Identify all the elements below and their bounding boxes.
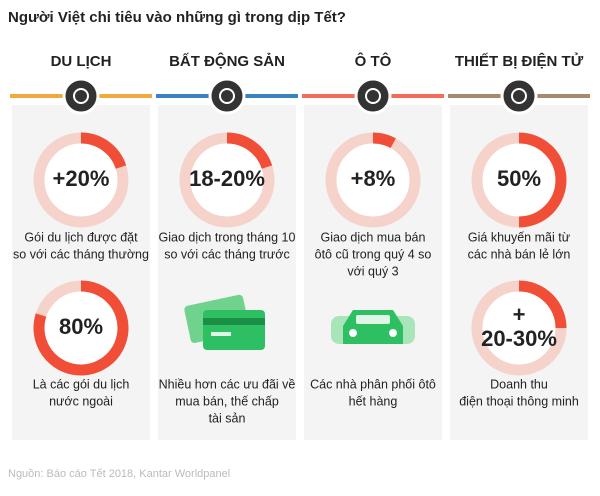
icon-glyph [365, 88, 381, 104]
item-caption: với quý 3 [347, 264, 398, 278]
column-heading: BẤT ĐỘNG SẢN [169, 52, 285, 70]
car-window [356, 315, 390, 324]
item-caption: nước ngoài [49, 394, 113, 408]
item-caption: tài sản [209, 411, 246, 425]
source: Nguồn: Báo cáo Tết 2018, Kantar Worldpan… [8, 468, 230, 480]
stat-value: 20-30% [481, 326, 557, 351]
item-caption: ôtô cũ trong quý 4 so [315, 247, 432, 261]
item-caption: Giao dịch mua bán [321, 230, 426, 244]
title: Người Việt chi tiêu vào những gì trong d… [8, 9, 346, 26]
icon-glyph [511, 88, 527, 104]
stat-value: 80% [59, 314, 103, 339]
item-caption: Doanh thu [490, 377, 548, 391]
item-caption: Các nhà phân phối ôtô [310, 377, 436, 391]
column-icon [354, 77, 392, 115]
item-caption: so với các tháng trước [164, 247, 290, 261]
item-caption: so với các tháng thường [13, 247, 149, 261]
stat-value: +20% [53, 166, 110, 191]
column-icon [62, 77, 100, 115]
stat-value: 18-20% [189, 166, 265, 191]
car-light [389, 329, 397, 337]
stat-value: 50% [497, 166, 541, 191]
icon-glyph [73, 88, 89, 104]
column-icon [500, 77, 538, 115]
column-heading: THIẾT BỊ ĐIỆN TỬ [455, 52, 584, 70]
item-caption: Giá khuyến mãi từ [468, 230, 570, 244]
item-caption: Gói du lịch được đặt [24, 230, 138, 244]
card-chip [211, 332, 231, 336]
card-stripe [203, 318, 265, 325]
ring-arc [518, 132, 567, 228]
ring-arc [518, 280, 567, 329]
ring-arc [80, 132, 127, 169]
ring-arc [372, 132, 396, 149]
ring-arc [226, 132, 273, 169]
car-light [349, 329, 357, 337]
stat-value: + [513, 302, 526, 327]
item-caption: hết hàng [349, 394, 398, 408]
item-caption: các nhà bán lẻ lớn [468, 247, 571, 261]
item-caption: Nhiều hơn các ưu đãi về [159, 377, 296, 391]
column-heading: DU LỊCH [51, 53, 112, 70]
column-heading: Ô TÔ [355, 52, 392, 70]
item-caption: mua bán, thế chấp [175, 394, 279, 408]
icon-glyph [219, 88, 235, 104]
column-icon [208, 77, 246, 115]
ring-arc [33, 280, 129, 376]
item-caption: Giao dịch trong tháng 10 [159, 230, 296, 244]
item-caption: Là các gói du lịch [33, 377, 130, 391]
item-caption: điện thoại thông minh [459, 394, 579, 408]
stat-value: +8% [351, 166, 396, 191]
card-front [203, 310, 265, 350]
